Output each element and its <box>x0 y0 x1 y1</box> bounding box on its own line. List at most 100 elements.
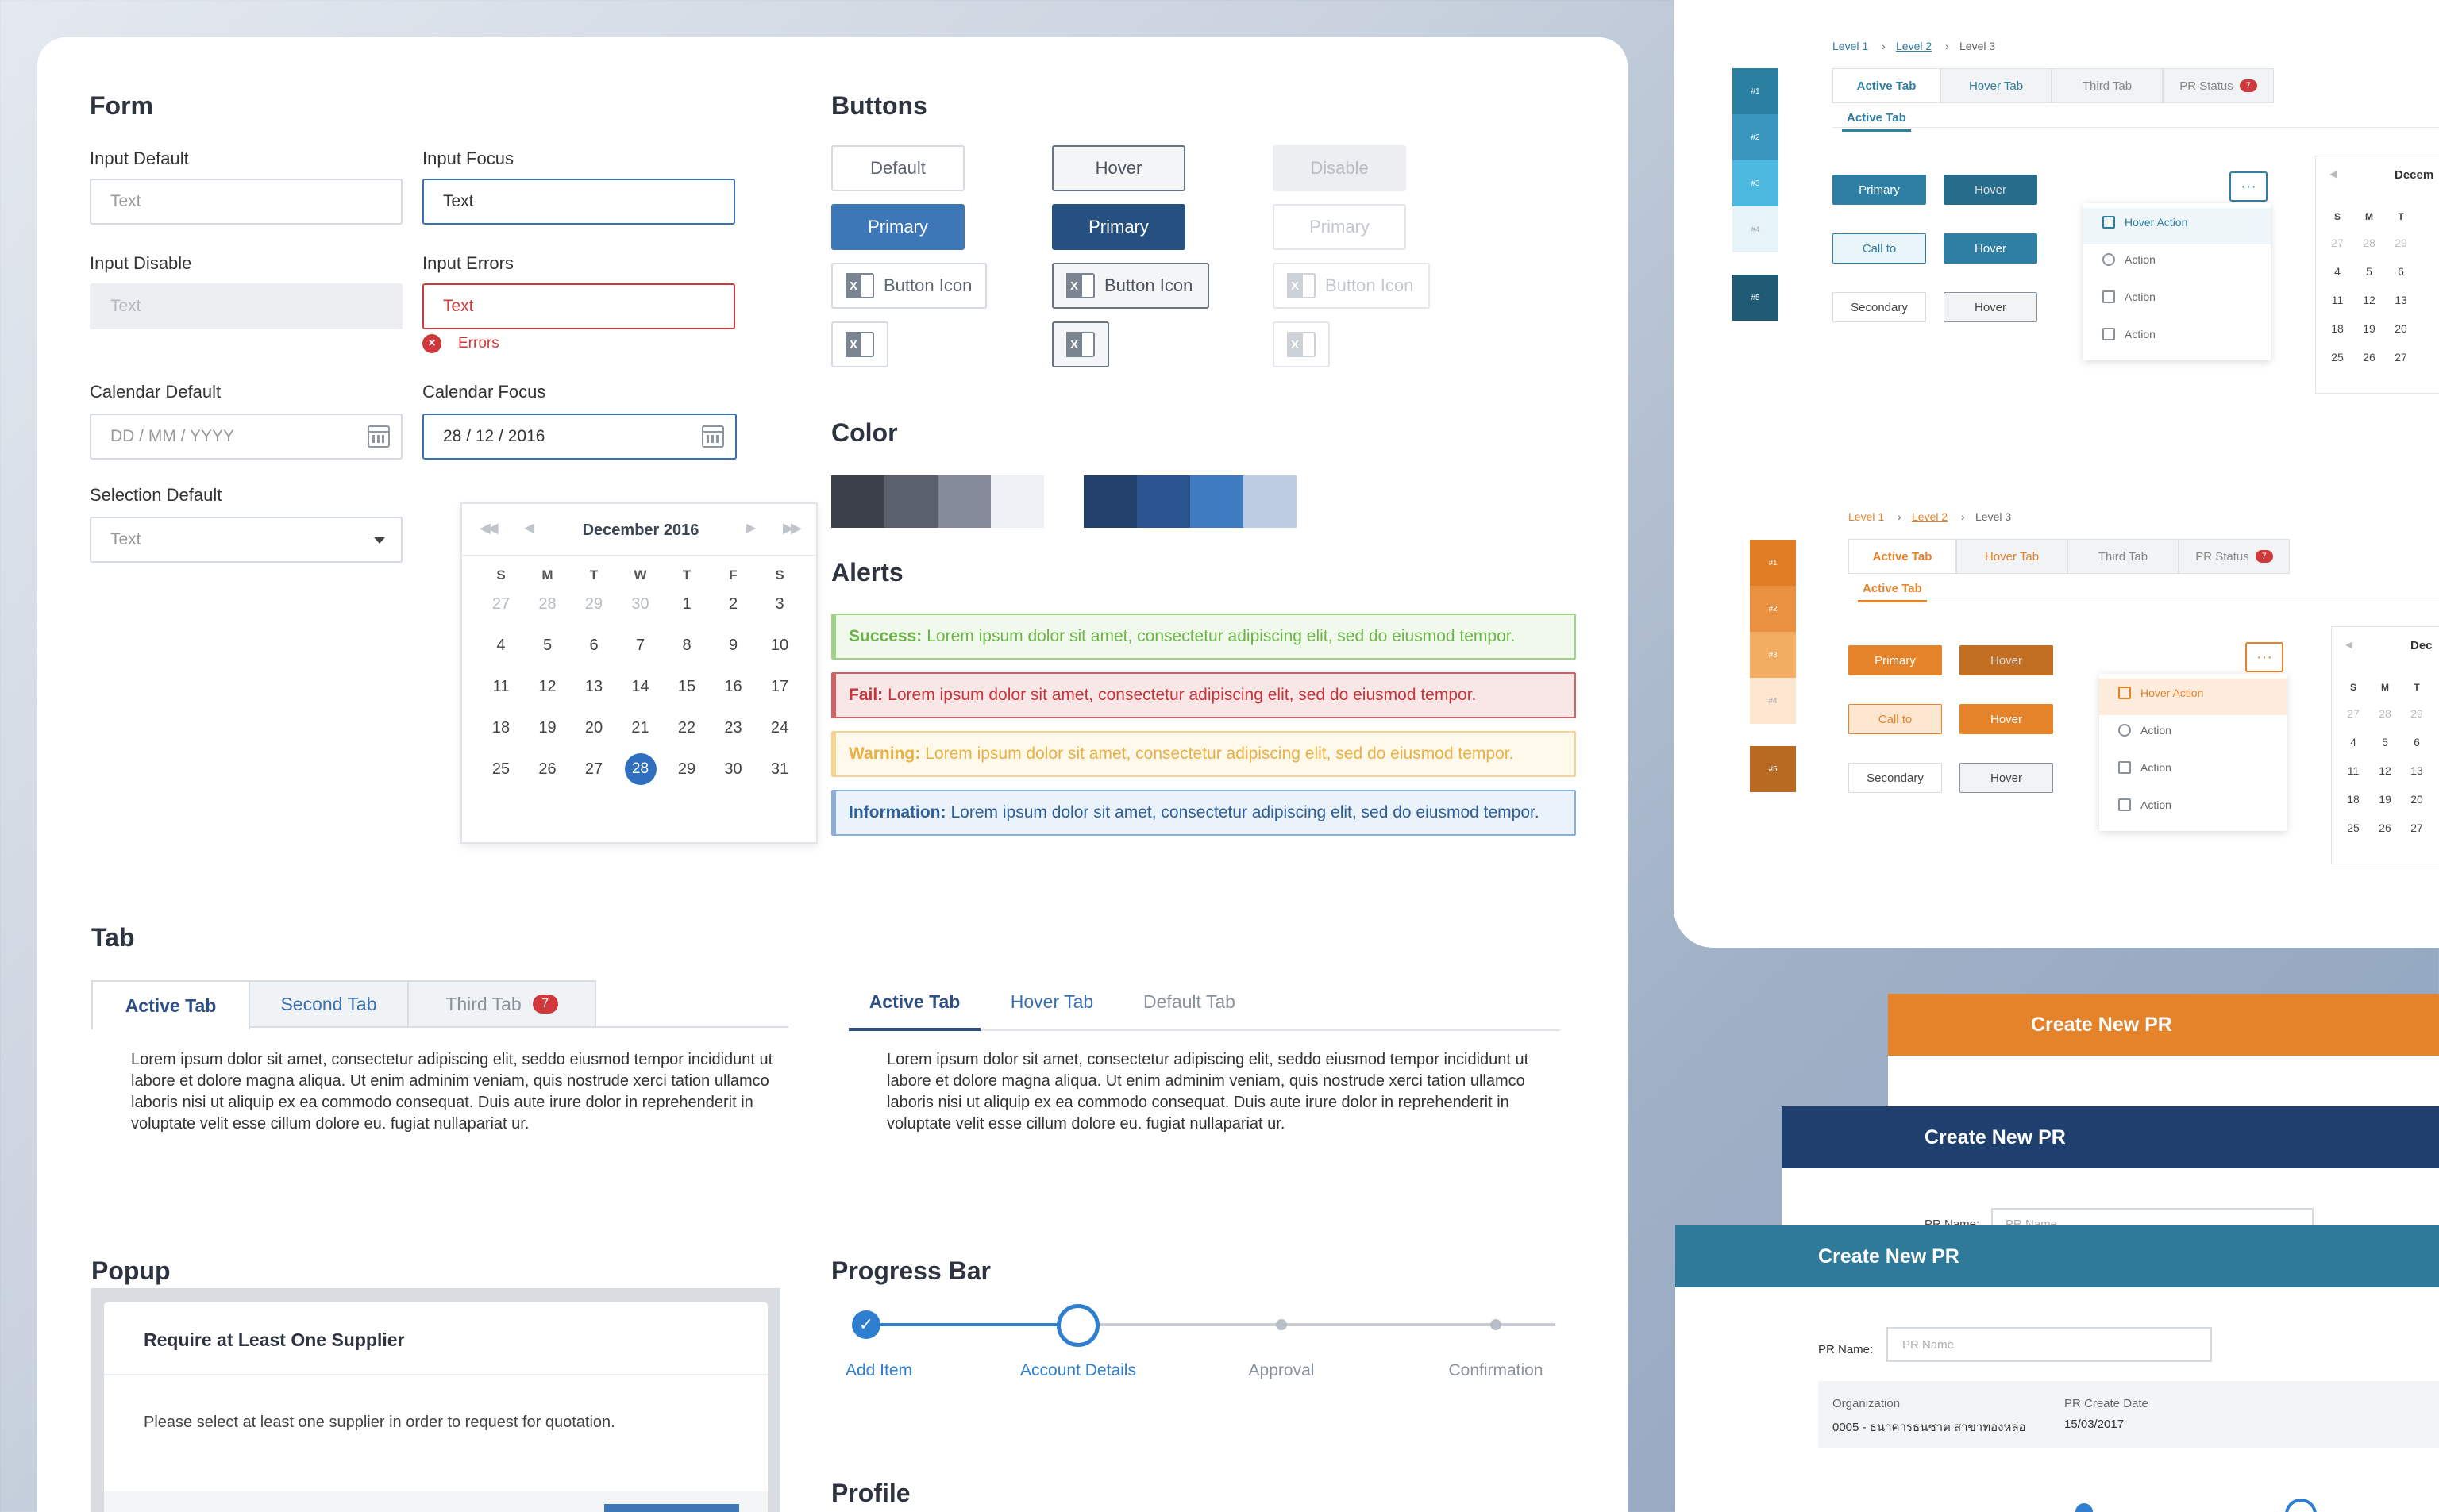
mini-calendar-day[interactable]: 28 <box>2363 237 2375 249</box>
tab-0[interactable]: Active Tab <box>1832 68 1940 103</box>
mini-button[interactable]: Hover <box>1944 233 2037 264</box>
mini-button[interactable]: Secondary <box>1832 292 1926 322</box>
mini-calendar-day[interactable]: 4 <box>2334 265 2341 278</box>
prev-month-icon[interactable]: ◀ <box>2345 639 2353 650</box>
calendar-default-field[interactable]: DD / MM / YYYY <box>90 414 403 460</box>
tab-1[interactable]: Hover Tab <box>1940 68 2052 103</box>
mini-calendar-day[interactable]: 18 <box>2347 793 2360 806</box>
mini-calendar-day[interactable]: 27 <box>2410 821 2423 834</box>
calendar-day[interactable]: 25 <box>491 760 511 778</box>
mini-calendar-day[interactable]: 5 <box>2382 736 2388 748</box>
pr-name-input[interactable]: PR Name <box>1886 1327 2212 1362</box>
calendar-day[interactable]: 12 <box>538 677 557 695</box>
primary-hover-button[interactable]: Primary <box>1052 204 1185 250</box>
calendar-day[interactable]: 27 <box>491 594 511 613</box>
mini-button[interactable]: Hover <box>1959 645 2053 675</box>
input-errors-field[interactable]: Text <box>422 283 735 329</box>
mini-calendar-day[interactable]: 20 <box>2410 793 2423 806</box>
calendar-day[interactable]: 22 <box>677 718 696 737</box>
menu-item[interactable]: Action <box>2125 253 2156 266</box>
mini-calendar-day[interactable]: 27 <box>2331 237 2344 249</box>
menu-item[interactable]: Action <box>2125 290 2156 303</box>
popup-confirm-button[interactable] <box>604 1504 739 1512</box>
calendar-day[interactable]: 9 <box>728 636 738 654</box>
mini-calendar-day[interactable]: 12 <box>2363 294 2375 306</box>
prev-month-icon[interactable]: ◀ <box>524 521 534 535</box>
calendar-day[interactable]: 23 <box>724 718 742 737</box>
underline-tab-active[interactable]: Active Tab <box>1858 582 1927 602</box>
mini-calendar-day[interactable]: 25 <box>2331 351 2344 364</box>
calendar-day[interactable]: 4 <box>496 636 506 654</box>
menu-item[interactable]: Hover Action <box>2140 687 2204 699</box>
breadcrumb-level-2[interactable]: Level 2 <box>1896 40 1932 52</box>
mini-calendar-day[interactable]: 6 <box>2414 736 2420 748</box>
calendar-day[interactable]: 30 <box>631 594 649 613</box>
selection-default-dropdown[interactable]: Text <box>90 517 403 563</box>
calendar-day[interactable]: 15 <box>677 677 696 695</box>
prev-month-icon[interactable]: ◀ <box>2329 168 2337 179</box>
utab-active[interactable]: Active Tab <box>849 991 981 1031</box>
hover-button[interactable]: Hover <box>1052 145 1185 191</box>
tab-second[interactable]: Second Tab <box>250 980 409 1028</box>
mini-button[interactable]: Primary <box>1832 175 1926 205</box>
icon-only-button[interactable]: X <box>831 321 888 367</box>
calendar-focus-field[interactable]: 28 / 12 / 2016 <box>422 414 737 460</box>
calendar-day[interactable]: 14 <box>631 677 649 695</box>
mini-calendar-day[interactable]: 19 <box>2363 322 2375 335</box>
breadcrumb-level-2[interactable]: Level 2 <box>1912 510 1948 523</box>
next-month-icon[interactable]: ▶ <box>746 521 757 535</box>
icon-button[interactable]: X Button Icon <box>831 263 987 309</box>
calendar-icon[interactable] <box>702 425 724 448</box>
mini-calendar-day[interactable]: 25 <box>2347 821 2360 834</box>
calendar-day[interactable]: 16 <box>724 677 742 695</box>
input-focus-field[interactable]: Text <box>422 179 735 225</box>
mini-calendar-day[interactable]: 13 <box>2395 294 2407 306</box>
menu-item[interactable]: Action <box>2140 761 2171 774</box>
mini-calendar-day[interactable]: 18 <box>2331 322 2344 335</box>
mini-calendar-day[interactable]: 26 <box>2363 351 2375 364</box>
tab-active[interactable]: Active Tab <box>91 980 250 1029</box>
calendar-day[interactable]: 17 <box>770 677 789 695</box>
mini-calendar-day[interactable]: 11 <box>2331 294 2344 306</box>
menu-item[interactable]: Action <box>2140 798 2171 811</box>
prev-year-icon[interactable]: ◀◀ <box>480 520 499 536</box>
mini-calendar-day[interactable]: 4 <box>2350 736 2356 748</box>
calendar-day[interactable]: 18 <box>491 718 511 737</box>
calendar-day[interactable]: 24 <box>770 718 789 737</box>
tab-2[interactable]: Third Tab <box>2052 68 2163 103</box>
calendar-day[interactable]: 8 <box>682 636 692 654</box>
calendar-day[interactable]: 3 <box>775 594 784 613</box>
calendar-day[interactable]: 28 <box>538 594 557 613</box>
mini-calendar-day[interactable]: 28 <box>2379 707 2391 720</box>
mini-calendar-day[interactable]: 6 <box>2398 265 2404 278</box>
calendar-day[interactable]: 7 <box>635 636 645 654</box>
more-options-button[interactable]: ··· <box>2229 171 2268 202</box>
tab-2[interactable]: Third Tab <box>2067 539 2179 574</box>
calendar-day[interactable]: 1 <box>682 594 692 613</box>
input-default-field[interactable]: Text <box>90 179 403 225</box>
underline-tab-active[interactable]: Active Tab <box>1842 111 1911 132</box>
primary-button[interactable]: Primary <box>831 204 965 250</box>
menu-item[interactable]: Action <box>2140 724 2171 737</box>
mini-calendar-day[interactable]: 19 <box>2379 793 2391 806</box>
breadcrumb-level-1[interactable]: Level 1 <box>1832 40 1869 52</box>
calendar-day[interactable]: 20 <box>584 718 603 737</box>
mini-button[interactable]: Hover <box>1959 704 2053 734</box>
mini-calendar-day[interactable]: 11 <box>2347 764 2360 777</box>
calendar-day[interactable]: 5 <box>542 636 553 654</box>
calendar-day[interactable]: 19 <box>538 718 557 737</box>
calendar-day[interactable]: 26 <box>538 760 557 778</box>
calendar-icon[interactable] <box>368 425 390 448</box>
mini-calendar-day[interactable]: 5 <box>2366 265 2372 278</box>
mini-calendar-day[interactable]: 29 <box>2395 237 2407 249</box>
next-year-icon[interactable]: ▶▶ <box>783 520 802 536</box>
calendar-day[interactable]: 10 <box>770 636 789 654</box>
calendar-day[interactable]: 21 <box>631 718 649 737</box>
default-button[interactable]: Default <box>831 145 965 191</box>
calendar-day-selected[interactable]: 28 <box>618 750 664 788</box>
mini-calendar-day[interactable]: 27 <box>2395 351 2407 364</box>
tab-3[interactable]: PR Status 7 <box>2163 68 2274 103</box>
calendar-day[interactable]: 6 <box>589 636 599 654</box>
mini-calendar-day[interactable]: 13 <box>2410 764 2423 777</box>
calendar-day[interactable]: 11 <box>492 677 510 695</box>
